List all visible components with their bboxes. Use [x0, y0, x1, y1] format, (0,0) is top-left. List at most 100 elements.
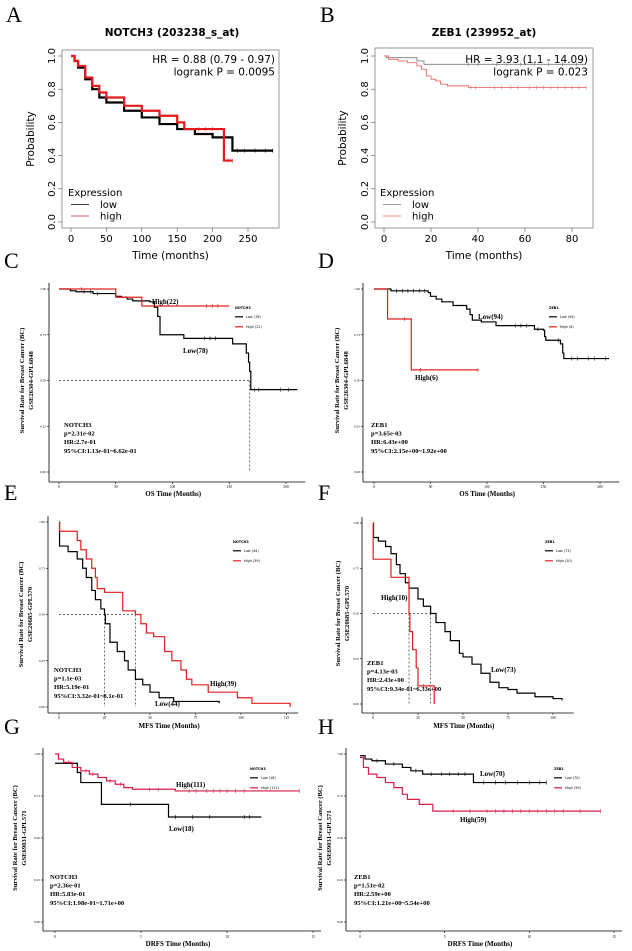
gene-name: NOTCH3: [64, 422, 92, 429]
y-tick-label: 0.75: [337, 794, 343, 798]
x-tick-label: 125: [284, 716, 290, 720]
y-tick-label: 0.75: [354, 333, 360, 337]
legend: NOTCH3 Low (44) High (39): [233, 540, 261, 563]
stats-text: 95%CI:2.15e+00~1.92e+00: [371, 448, 447, 455]
y-tick-label: 1.00: [34, 752, 40, 756]
legend: ZEB1 Low (70) High (59): [554, 767, 582, 790]
y-tick-label: 0.00: [353, 702, 359, 706]
y-tick-label: 0.4: [47, 148, 58, 164]
x-tick-label: 100: [132, 234, 151, 245]
legend: ZEB1 Low (73) High (10): [545, 540, 573, 563]
x-tick-label: 75: [506, 716, 510, 720]
curve-label: Low(94): [478, 313, 504, 321]
y-tick-label: 0.25: [354, 424, 360, 428]
legend-item: High (111): [261, 786, 280, 790]
gene-name: ZEB1: [371, 422, 388, 429]
x-tick-label: 0: [359, 935, 361, 939]
stats-text: 95%CI:9.34e-01~6.33e+00: [367, 686, 442, 693]
y-axis-label: Survival Rate for Breast Cancer (BC): [334, 328, 341, 434]
legend-item: Low (78): [246, 315, 261, 319]
y-tick-label: 0.25: [39, 659, 45, 663]
x-axis-label: OS Time (Months): [145, 490, 201, 498]
stats-text: p=3.65e-03: [371, 431, 402, 438]
y-tick-label: 0.2: [360, 181, 371, 197]
y-tick-label: 1.00: [354, 287, 360, 291]
panel-e: E 0 25 50 75 100 125 0.00 0.25 0.50 0.75 1.00 MFS Ti…: [4, 480, 299, 730]
x-tick-label: 150: [541, 485, 547, 489]
y-tick-label: 0.75: [40, 333, 46, 337]
panel-h: H 0 5 10 15 0.00 0.25 0.50 0.75 1.00 DRFS Time (Mo…: [317, 714, 622, 948]
panel-letter: C: [4, 248, 19, 273]
survival-curve-low: [360, 755, 547, 784]
stats-text: HR:2.7e-01: [64, 439, 96, 446]
y-axis-label: GSE20685-GPL570: [27, 586, 34, 642]
x-tick-label: 60: [519, 234, 532, 245]
x-tick-label: 200: [203, 234, 222, 245]
legend-item: low: [100, 200, 117, 211]
chart-title: ZEB1 (239952_at): [432, 27, 537, 39]
x-tick-label: 0: [58, 485, 60, 489]
y-tick-label: 1.00: [337, 752, 343, 756]
panel-f: F 0 25 50 75 100 0.00 0.25 0.50 0.75 1.00 MFS Time …: [318, 480, 574, 730]
legend-item: low: [412, 200, 429, 211]
stats-text: p=4.13e-03: [367, 669, 398, 676]
panel-letter: F: [318, 480, 330, 505]
panel-a: A NOTCH3 (203238_s_at) 0 50 100 150 200 250 0.0 0…: [6, 2, 280, 262]
x-tick-label: 50: [114, 485, 118, 489]
x-axis-label: Time (months): [445, 250, 523, 262]
y-axis-label: Survival Rate for Breast Cancer (BC): [335, 561, 342, 667]
survival-curve-high: [360, 756, 601, 812]
x-axis-label: DRFS Time (Months): [146, 940, 211, 948]
survival-curve-low: [372, 522, 563, 701]
legend-title: NOTCH3: [233, 540, 249, 544]
chart-title: NOTCH3 (203238_s_at): [105, 27, 240, 39]
legend-item: high: [412, 212, 434, 223]
legend: NOTCH3 Low (18) High (111): [250, 767, 280, 790]
legend-item: high: [100, 212, 122, 223]
stats-text: HR:5.19e-01: [54, 684, 89, 691]
y-axis-label: Survival Rate for Breast Cancer (BC): [12, 785, 19, 891]
legend-item: High (22): [246, 325, 263, 329]
panel-letter: H: [318, 714, 334, 739]
y-tick-label: 0.50: [354, 379, 360, 383]
x-axis-label: MFS Time (Months): [138, 722, 200, 730]
stats-text: p=1.1e-03: [54, 676, 82, 683]
legend: ZEB1 Low (94) High (6): [549, 306, 575, 329]
stats-text: 95%CI:1.13e-01~6.62e-01: [64, 448, 137, 455]
y-tick-label: 0.25: [34, 878, 40, 882]
y-axis-label: GSE69031-GPL571: [326, 810, 333, 865]
x-tick-label: 0: [54, 935, 56, 939]
y-axis-label: GSE20685-GPL570: [344, 585, 351, 641]
y-tick-label: 0.75: [39, 566, 45, 570]
x-tick-label: 75: [194, 716, 198, 720]
stats-text: HR:6.43e+00: [371, 439, 409, 446]
y-axis-label: Probability: [337, 110, 349, 166]
panel-letter: B: [320, 2, 335, 27]
gene-name: NOTCH3: [54, 667, 82, 674]
plot-frame: [61, 49, 280, 229]
legend-item: Low (18): [261, 776, 276, 780]
x-tick-label: 50: [148, 716, 152, 720]
panel-letter: A: [6, 2, 22, 27]
x-tick-label: 0: [58, 716, 60, 720]
x-tick-label: 150: [227, 485, 233, 489]
survival-curve-high: [384, 55, 587, 88]
stats-text: 95%CI:1.98e-01~1.71e+00: [50, 900, 125, 907]
legend-title: ZEB1: [545, 540, 555, 544]
panel-d: D 0 50 100 150 200 0.00 0.25 0.50 0.75 1.00 OS Time…: [318, 248, 620, 498]
survival-curve-high: [55, 753, 300, 792]
y-tick-label: 0.50: [39, 613, 45, 617]
stats-text: HR = 0.88 (0.79 - 0.97): [152, 54, 275, 66]
x-tick-label: 0: [68, 234, 74, 245]
survival-curve-high: [71, 54, 233, 162]
y-tick-label: 0.6: [47, 114, 58, 130]
x-tick-label: 15: [612, 935, 616, 939]
y-axis-label: GSE69031-GPL571: [21, 810, 28, 865]
panel-c: C 0 50 100 150 200 0.00 0.25 0.50 0.75 1.00 OS Time…: [4, 248, 306, 498]
survival-curve-low: [58, 521, 220, 704]
x-tick-label: 250: [238, 234, 257, 245]
survival-curve-high: [59, 288, 230, 307]
legend-title: Expression: [380, 188, 434, 199]
